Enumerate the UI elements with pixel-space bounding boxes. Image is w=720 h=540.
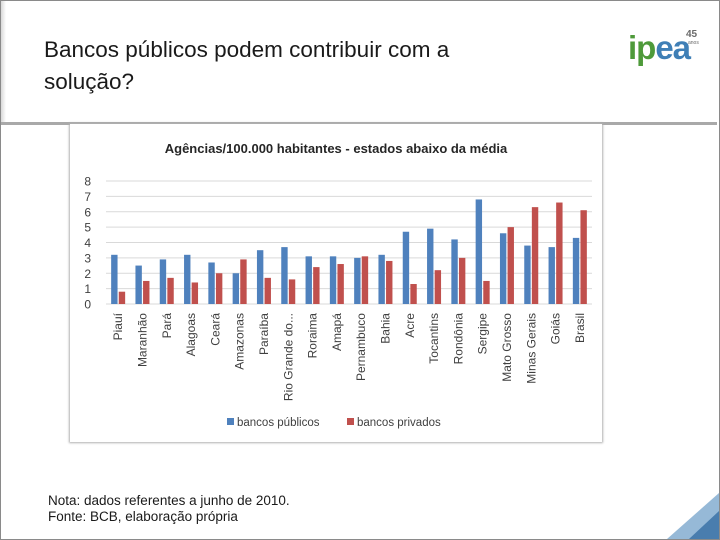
bar-bancos-privados: [434, 270, 442, 304]
legend-swatch: [227, 418, 234, 425]
logo-word-blue: ea: [655, 29, 691, 66]
bar-bancos-publicos: [451, 239, 458, 304]
bar-bancos-publicos: [329, 256, 337, 304]
bar-bancos-privados: [458, 257, 466, 304]
bar-bancos-privados: [288, 279, 296, 304]
bar-bancos-privados: [580, 210, 587, 304]
x-tick-label: Paraíba: [257, 313, 271, 355]
bar-bancos-publicos: [524, 245, 531, 304]
x-tick-label: Roraima: [306, 313, 320, 359]
bar-bancos-publicos: [281, 247, 288, 304]
logo-word: ipea: [628, 28, 691, 68]
bar-bancos-publicos: [402, 231, 410, 304]
legend-label: bancos privados: [357, 417, 441, 429]
corner-decoration: [667, 493, 719, 539]
legend: bancos públicos bancos privados: [227, 417, 441, 429]
x-tick-label: Bahia: [378, 313, 392, 344]
bar-bancos-publicos: [427, 228, 434, 304]
bar-bancos-privados: [313, 267, 320, 304]
bar-bancos-privados: [240, 259, 247, 304]
bar-bancos-publicos: [135, 265, 142, 304]
x-tick-label: Mato Grosso: [500, 313, 514, 382]
y-tick-label: 8: [84, 175, 91, 189]
y-axis-ticks: 0 12 345 678: [84, 175, 91, 312]
bar-bancos-privados: [118, 291, 126, 304]
logo-word-green: ip: [628, 29, 656, 66]
ipea-logo: ipea 45 anos: [626, 28, 712, 72]
source-note: Nota: dados referentes a junho de 2010. …: [48, 493, 290, 525]
bar-chart: Agências/100.000 habitantes - estados ab…: [84, 141, 592, 429]
y-tick-label: 5: [84, 221, 91, 235]
bar-bancos-privados: [191, 282, 199, 304]
bar-bancos-privados: [337, 264, 344, 304]
gridlines: [106, 180, 592, 305]
bar-bancos-privados: [361, 256, 369, 304]
slide-title: Bancos públicos podem contribuir com a s…: [44, 34, 604, 98]
bar-bancos-publicos: [499, 233, 507, 304]
y-tick-label: 4: [84, 236, 91, 250]
legend-label: bancos públicos: [237, 417, 320, 429]
x-tick-label: Minas Gerais: [524, 313, 538, 384]
x-tick-label: Acre: [403, 313, 417, 338]
x-tick-label: Goiás: [549, 313, 563, 344]
bar-bancos-publicos: [475, 199, 483, 304]
x-tick-label: Sergipe: [476, 313, 490, 355]
x-tick-label: Rio Grande do...: [281, 313, 295, 401]
logo-anos: anos: [688, 40, 699, 46]
bar-bancos-publicos: [378, 254, 385, 304]
bar-bancos-privados: [264, 277, 271, 304]
bar-bancos-privados: [483, 280, 490, 304]
bar-bancos-publicos: [354, 257, 361, 304]
x-tick-label: Maranhão: [135, 313, 149, 367]
chart-container: Agências/100.000 habitantes - estados ab…: [70, 124, 602, 442]
y-tick-label: 7: [84, 190, 91, 204]
x-tick-label: Tocantins: [427, 313, 441, 364]
x-tick-label: Rondônia: [451, 313, 465, 365]
x-tick-label: Amapá: [330, 313, 344, 351]
bar-bancos-publicos: [208, 262, 215, 304]
x-tick-label: Ceará: [208, 313, 222, 346]
slide-header: [1, 1, 717, 125]
x-tick-label: Pará: [160, 313, 174, 339]
header-shadow: [1, 1, 6, 122]
bar-bancos-privados: [143, 280, 150, 304]
logo-number: 45: [686, 29, 698, 40]
bar-bancos-publicos: [548, 247, 555, 304]
bar-bancos-privados: [215, 273, 223, 304]
bar-bancos-publicos: [184, 254, 191, 304]
x-tick-label: Brasil: [573, 313, 587, 343]
y-tick-label: 0: [84, 298, 91, 312]
x-axis-labels: Piauí Maranhão Pará Alagoas Ceará Amazonas Par…: [111, 312, 587, 401]
bar-bancos-privados: [410, 284, 417, 304]
y-tick-label: 6: [84, 205, 91, 219]
bar-bancos-privados: [556, 202, 563, 304]
y-tick-label: 3: [84, 251, 91, 265]
bar-bancos-publicos: [256, 250, 264, 304]
slide-title-line-1: Bancos públicos podem contribuir com a: [44, 37, 450, 62]
bar-bancos-publicos: [159, 259, 167, 304]
bar-bancos-publicos: [305, 256, 312, 304]
y-tick-label: 2: [84, 267, 91, 281]
slide-title-line-2: solução?: [44, 69, 135, 94]
bar-bancos-privados: [386, 260, 393, 304]
bar-bancos-privados: [167, 277, 174, 304]
x-tick-label: Piauí: [111, 312, 125, 340]
bar-bancos-publicos: [232, 273, 240, 304]
legend-swatch: [347, 418, 354, 425]
x-tick-label: Amazonas: [233, 313, 247, 370]
bar-bancos-publicos: [572, 237, 580, 304]
bar-bancos-publicos: [111, 254, 118, 304]
x-tick-label: Pernambuco: [354, 313, 368, 381]
bar-bancos-privados: [531, 207, 539, 304]
chart-title: Agências/100.000 habitantes - estados ab…: [165, 141, 508, 156]
source-line: Fonte: BCB, elaboração própria: [48, 509, 238, 524]
bars: [111, 199, 587, 304]
x-tick-label: Alagoas: [184, 313, 198, 356]
y-tick-label: 1: [84, 282, 91, 296]
bar-bancos-privados: [507, 227, 514, 304]
note-line: Nota: dados referentes a junho de 2010.: [48, 493, 290, 508]
